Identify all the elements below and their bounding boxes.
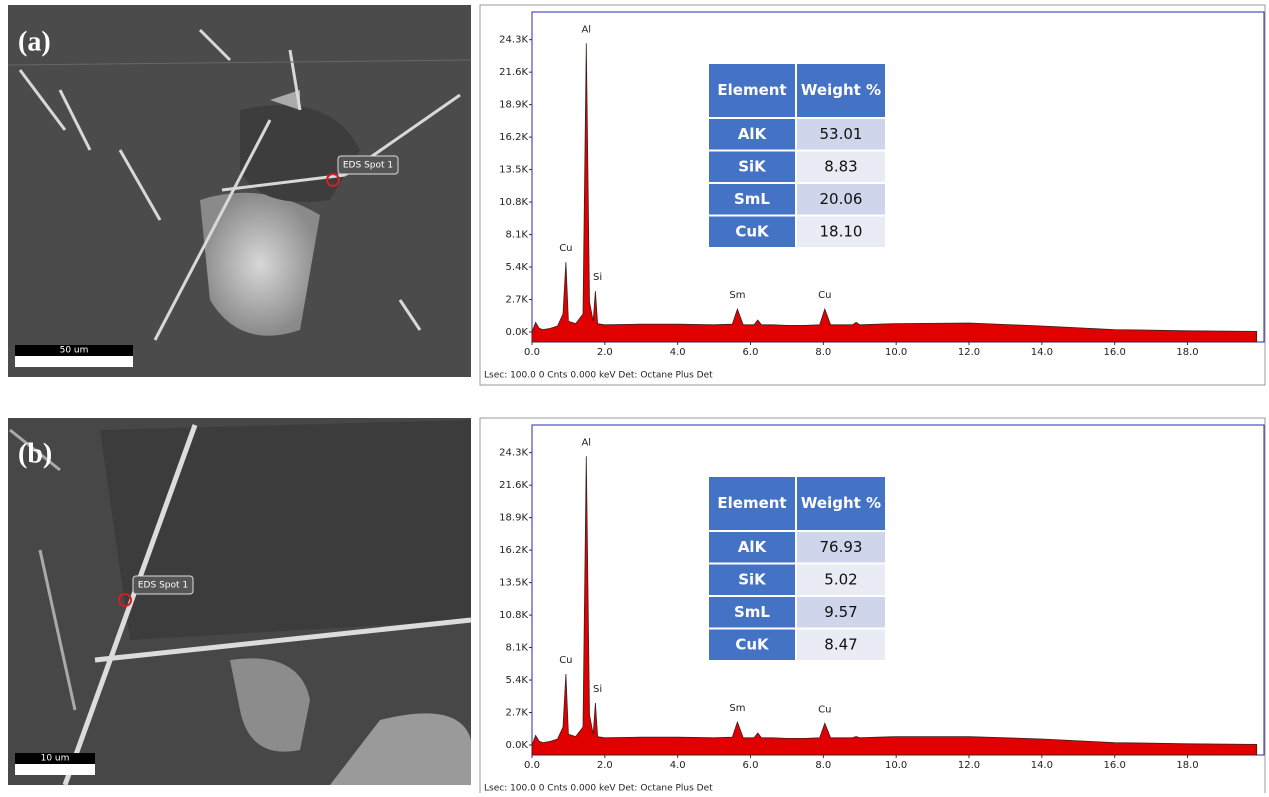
table-cell: [795, 627, 887, 662]
footer: Lsec: 100.0 0 Cnts 0.000 keV Det: Octane…: [484, 371, 713, 381]
peak-label: Cu: [818, 290, 831, 301]
table-header: Weight %: [801, 494, 881, 512]
y-tick-label: 21.6K: [499, 480, 528, 491]
table-cell: [707, 117, 797, 152]
table-cell-text: AlK: [738, 538, 768, 556]
sem-image: [8, 418, 472, 786]
y-tick-label: 24.3K: [499, 35, 528, 46]
y-tick-label: 18.9K: [499, 100, 528, 111]
scale-bar-label: 10 um: [41, 754, 70, 764]
footer: Lsec: 100.0 0 Cnts 0.000 keV Det: Octane…: [484, 784, 713, 794]
peak-label: Sm: [729, 703, 745, 714]
peak-label: Al: [581, 24, 591, 35]
table-cell: [795, 149, 887, 184]
peak-label: Si: [593, 272, 602, 283]
x-tick-label: 8.0: [815, 347, 831, 358]
x-tick-label: 18.0: [1176, 347, 1198, 358]
table-cell: [707, 627, 797, 662]
y-tick-label: 18.9K: [499, 513, 528, 524]
table-cell-text: AlK: [738, 125, 768, 143]
y-tick-label: 2.7K: [506, 708, 529, 719]
table-cell-text: 8.83: [824, 157, 857, 175]
peak-label: Sm: [729, 290, 745, 301]
x-tick-label: 6.0: [743, 760, 759, 771]
x-tick-label: 2.0: [597, 760, 613, 771]
y-tick-label: 10.8K: [499, 197, 528, 208]
y-tick-label: 0.0K: [506, 740, 529, 751]
x-tick-label: 12.0: [958, 760, 980, 771]
y-tick-label: 0.0K: [506, 327, 529, 338]
y-tick-label: 13.5K: [499, 578, 528, 589]
y-tick-label: 13.5K: [499, 165, 528, 176]
table-cell-text: SmL: [734, 603, 770, 621]
scale-bar-label: 50 um: [60, 346, 89, 356]
y-tick-label: 21.6K: [499, 67, 528, 78]
x-tick-label: 12.0: [958, 347, 980, 358]
table-cell: [707, 214, 797, 249]
x-tick-label: 16.0: [1104, 760, 1126, 771]
y-tick-label: 16.2K: [499, 132, 528, 143]
table-cell: [795, 595, 887, 630]
table-cell-text: CuK: [735, 222, 770, 240]
table-cell-text: SmL: [734, 190, 770, 208]
table-cell-text: 8.47: [824, 635, 857, 653]
table-cell-text: 53.01: [820, 125, 863, 143]
x-tick-label: 4.0: [670, 347, 686, 358]
y-tick-label: 2.7K: [506, 295, 529, 306]
x-tick-label: 10.0: [885, 760, 907, 771]
table-header-cell: [795, 62, 887, 119]
spot-label: EDS Spot 1: [343, 161, 393, 171]
table-cell-text: CuK: [735, 635, 770, 653]
table-cell: [795, 562, 887, 597]
table-cell-text: 9.57: [824, 603, 857, 621]
y-tick-label: 10.8K: [499, 610, 528, 621]
x-tick-label: 4.0: [670, 760, 686, 771]
table-header: Weight %: [801, 81, 881, 99]
table-cell: [795, 214, 887, 249]
x-tick-label: 2.0: [597, 347, 613, 358]
table-header: Element: [717, 494, 786, 512]
x-tick-label: 14.0: [1031, 760, 1053, 771]
x-tick-label: 6.0: [743, 347, 759, 358]
sem-image: [7, 5, 472, 377]
panel-label: (a): [18, 26, 51, 57]
spectrum-area: [531, 43, 1258, 343]
y-tick-label: 16.2K: [499, 545, 528, 556]
y-tick-label: 5.4K: [506, 262, 529, 273]
x-tick-label: 8.0: [815, 760, 831, 771]
table-cell: [795, 182, 887, 217]
peak-label: Cu: [818, 704, 831, 715]
peak-label: Cu: [559, 655, 572, 666]
table-cell-text: 5.02: [824, 570, 857, 588]
table-cell-text: 20.06: [820, 190, 863, 208]
x-tick-label: 0.0: [524, 347, 540, 358]
table-cell-text: 76.93: [820, 538, 863, 556]
table-cell-text: SiK: [738, 157, 767, 175]
y-tick-label: 24.3K: [499, 448, 528, 459]
spot-label: EDS Spot 1: [138, 581, 188, 591]
peak-label: Cu: [559, 243, 572, 254]
x-tick-label: 14.0: [1031, 347, 1053, 358]
x-tick-label: 16.0: [1104, 347, 1126, 358]
x-tick-label: 18.0: [1176, 760, 1198, 771]
spectrum-area: [531, 456, 1258, 756]
table-cell-text: SiK: [738, 570, 767, 588]
x-tick-label: 10.0: [885, 347, 907, 358]
panel-label: (b): [18, 438, 52, 469]
y-tick-label: 8.1K: [506, 230, 529, 241]
table-header: Element: [717, 81, 786, 99]
x-tick-label: 0.0: [524, 760, 540, 771]
y-tick-label: 8.1K: [506, 643, 529, 654]
peak-label: Si: [593, 684, 602, 695]
table-cell-text: 18.10: [820, 222, 863, 240]
peak-label: Al: [581, 437, 591, 448]
y-tick-label: 5.4K: [506, 675, 529, 686]
